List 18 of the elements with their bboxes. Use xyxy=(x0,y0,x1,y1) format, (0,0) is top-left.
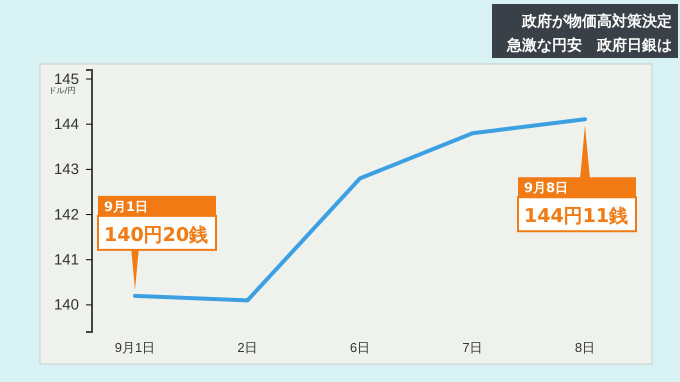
x-tick-label: 2日 xyxy=(237,340,258,356)
annotation: 9月1日 140円20銭 xyxy=(104,200,208,246)
y-tick-label: 145 xyxy=(54,70,79,88)
x-tick-label: 9月1日 xyxy=(114,340,156,356)
y-axis-title: ドル/円 xyxy=(48,86,76,95)
x-tick-label: 6日 xyxy=(350,340,370,356)
y-tick-label: 142 xyxy=(54,206,79,224)
x-tick-label: 7日 xyxy=(462,340,483,356)
chart-title: 政府が物価高対策決定 xyxy=(521,12,672,30)
callout-box: 9月8日 144円11銭 xyxy=(517,125,637,232)
y-tick-label: 140 xyxy=(54,296,79,314)
y-tick-label: 141 xyxy=(54,252,79,269)
y-tick-label: 143 xyxy=(54,161,79,178)
x-tick-label: 8日 xyxy=(574,340,596,356)
callout-box: 9月1日 140円20銭 xyxy=(97,196,217,290)
annotation: 9月8日 144円11銭 xyxy=(524,181,628,228)
chart-subtitle: 急激な円安 政府日銀は xyxy=(506,36,672,54)
y-tick-label: 144 xyxy=(54,116,79,134)
